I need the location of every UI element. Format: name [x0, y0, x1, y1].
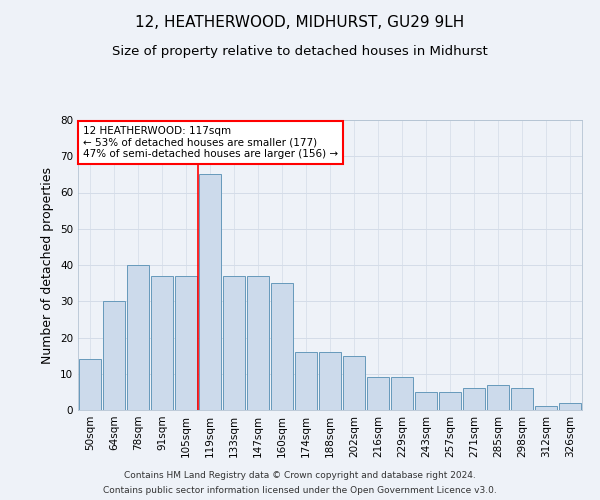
Bar [103, 301, 125, 410]
Bar [247, 276, 269, 410]
Bar [319, 352, 341, 410]
Bar [199, 174, 221, 410]
Bar [271, 283, 293, 410]
Bar [367, 378, 389, 410]
Bar [391, 378, 413, 410]
Bar [79, 359, 101, 410]
Bar [127, 265, 149, 410]
Text: 12 HEATHERWOOD: 117sqm
← 53% of detached houses are smaller (177)
47% of semi-de: 12 HEATHERWOOD: 117sqm ← 53% of detached… [83, 126, 338, 159]
Y-axis label: Number of detached properties: Number of detached properties [41, 166, 55, 364]
Bar [175, 276, 197, 410]
Text: Size of property relative to detached houses in Midhurst: Size of property relative to detached ho… [112, 45, 488, 58]
Bar [487, 384, 509, 410]
Bar [223, 276, 245, 410]
Bar [439, 392, 461, 410]
Bar [343, 356, 365, 410]
Text: Contains HM Land Registry data © Crown copyright and database right 2024.: Contains HM Land Registry data © Crown c… [124, 471, 476, 480]
Bar [511, 388, 533, 410]
Text: Contains public sector information licensed under the Open Government Licence v3: Contains public sector information licen… [103, 486, 497, 495]
Text: 12, HEATHERWOOD, MIDHURST, GU29 9LH: 12, HEATHERWOOD, MIDHURST, GU29 9LH [136, 15, 464, 30]
Bar [151, 276, 173, 410]
Bar [463, 388, 485, 410]
Bar [415, 392, 437, 410]
Bar [559, 403, 581, 410]
Bar [535, 406, 557, 410]
Bar [295, 352, 317, 410]
